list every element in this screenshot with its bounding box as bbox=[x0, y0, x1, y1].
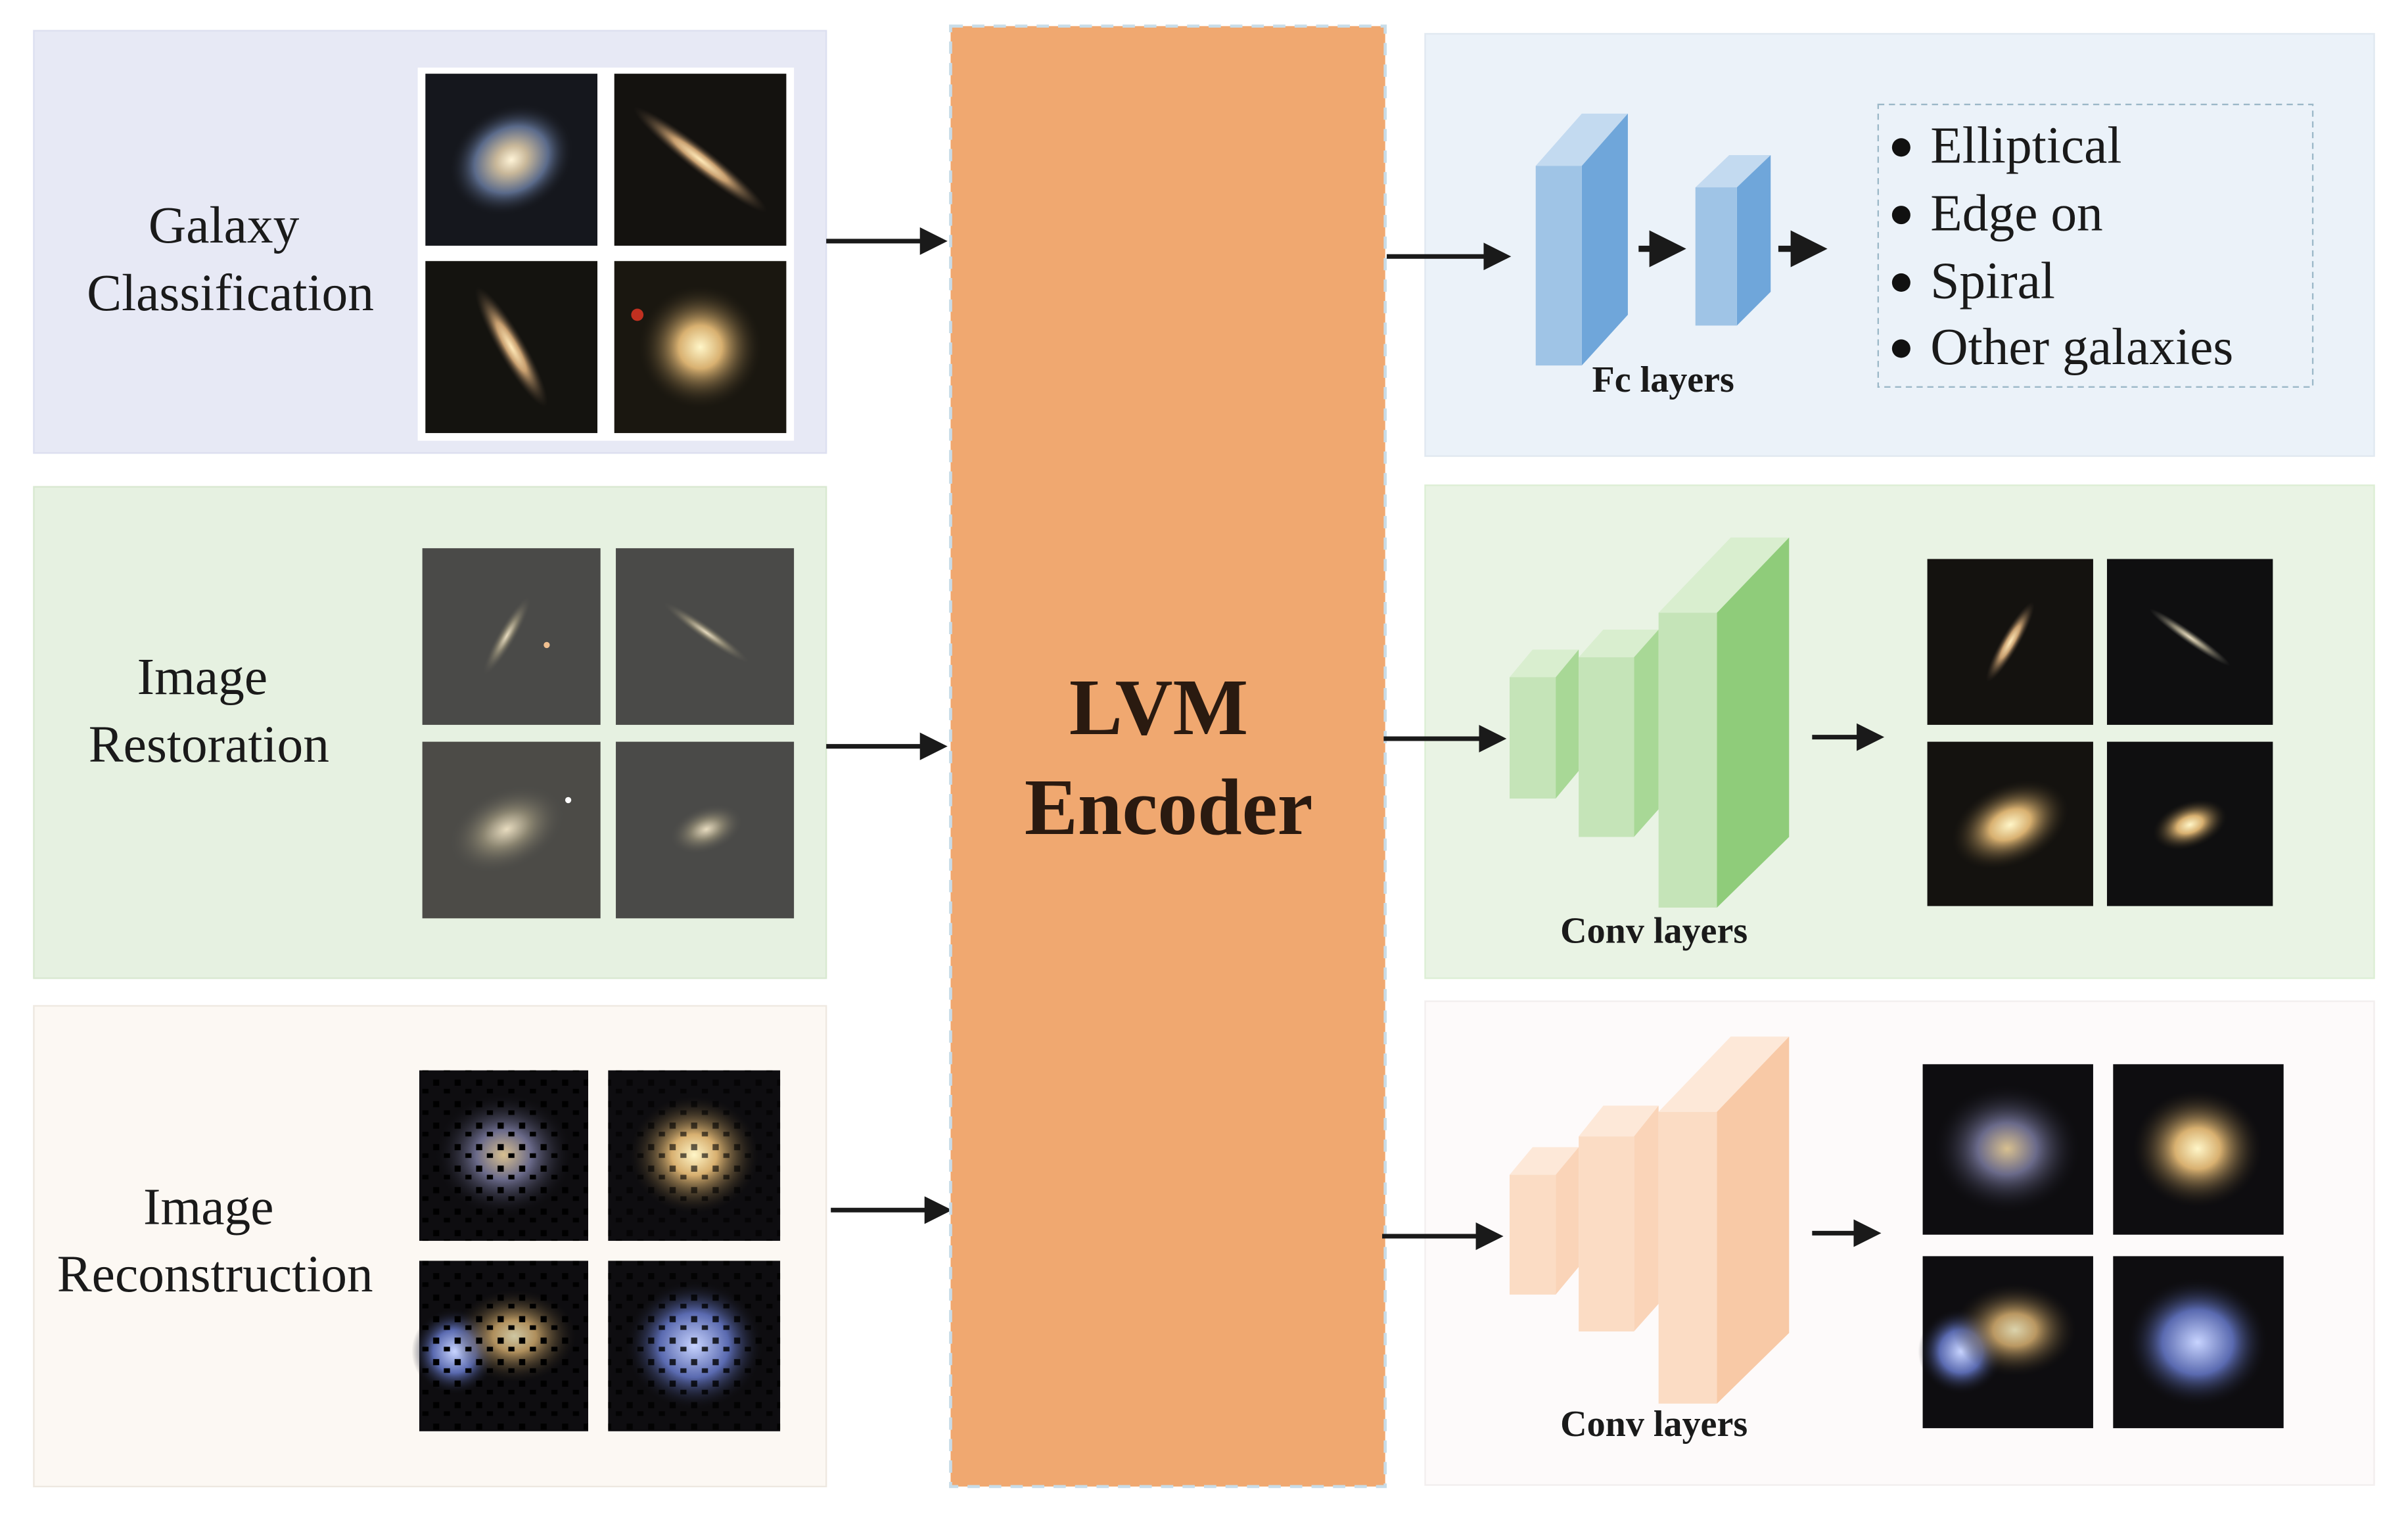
conv-layers-label: Conv layers bbox=[1560, 911, 1748, 952]
restoration-output-images bbox=[1927, 559, 2273, 906]
class-item: Other galaxies bbox=[1930, 318, 2233, 376]
title-line: Reconstruction bbox=[57, 1245, 373, 1303]
class-list-box bbox=[1877, 103, 2314, 388]
galaxy-image bbox=[425, 261, 598, 433]
galaxy-image bbox=[2106, 559, 2273, 725]
reconstruction-input-images bbox=[411, 1070, 781, 1431]
task-title-restoration: Image Restoration bbox=[89, 648, 329, 774]
class-item: Edge on bbox=[1930, 185, 2103, 243]
restoration-input-images bbox=[422, 548, 795, 919]
galaxy-image bbox=[614, 74, 787, 246]
conv-layers-green bbox=[1510, 537, 1790, 908]
class-item: Spiral bbox=[1930, 252, 2055, 310]
fc-layer-block bbox=[1535, 113, 1628, 366]
galaxy-image bbox=[1927, 559, 2093, 725]
galaxy-image bbox=[614, 261, 787, 433]
galaxy-image bbox=[616, 548, 795, 725]
galaxy-image bbox=[2113, 1256, 2284, 1429]
class-list: Elliptical Edge on Spiral Other galaxies bbox=[1891, 117, 2233, 376]
encoder-line: Encoder bbox=[1025, 764, 1313, 852]
bullet-icon bbox=[1891, 339, 1910, 358]
title-line: Restoration bbox=[89, 716, 329, 774]
galaxy-image bbox=[425, 74, 598, 246]
task-title-reconstruction: Image Reconstruction bbox=[57, 1178, 373, 1303]
masked-galaxy-image bbox=[419, 1070, 588, 1241]
galaxy-image bbox=[1927, 741, 2093, 906]
masked-galaxy-image bbox=[608, 1070, 781, 1241]
masked-galaxy-image bbox=[411, 1261, 588, 1431]
galaxy-image bbox=[616, 741, 795, 919]
class-item: Elliptical bbox=[1930, 117, 2121, 175]
task-title-classification: Galaxy Classification bbox=[87, 197, 374, 322]
title-line: Image bbox=[143, 1178, 273, 1236]
reconstruction-output-images bbox=[1918, 1064, 2284, 1429]
galaxy-image bbox=[1922, 1064, 2093, 1235]
masked-galaxy-image bbox=[608, 1261, 781, 1431]
galaxy-image bbox=[422, 548, 601, 725]
fc-layers-label: Fc layers bbox=[1592, 359, 1734, 400]
lvm-encoder-block bbox=[949, 24, 1387, 1489]
galaxy-image bbox=[422, 741, 601, 919]
title-line: Galaxy bbox=[149, 197, 300, 254]
bullet-icon bbox=[1891, 273, 1910, 292]
galaxy-image bbox=[1918, 1256, 2093, 1429]
conv-layers-label: Conv layers bbox=[1560, 1404, 1748, 1445]
title-line: Image bbox=[137, 648, 267, 706]
classification-images bbox=[417, 67, 795, 441]
bullet-icon bbox=[1891, 206, 1910, 225]
conv-layers-peach bbox=[1510, 1036, 1790, 1404]
fc-layer-block bbox=[1695, 155, 1771, 326]
galaxy-image bbox=[2106, 741, 2273, 906]
galaxy-image bbox=[2113, 1064, 2284, 1235]
encoder-label: LVM Encoder bbox=[1025, 664, 1313, 852]
title-line: Classification bbox=[87, 264, 374, 322]
bullet-icon bbox=[1891, 138, 1910, 157]
encoder-line: LVM bbox=[1069, 664, 1248, 752]
